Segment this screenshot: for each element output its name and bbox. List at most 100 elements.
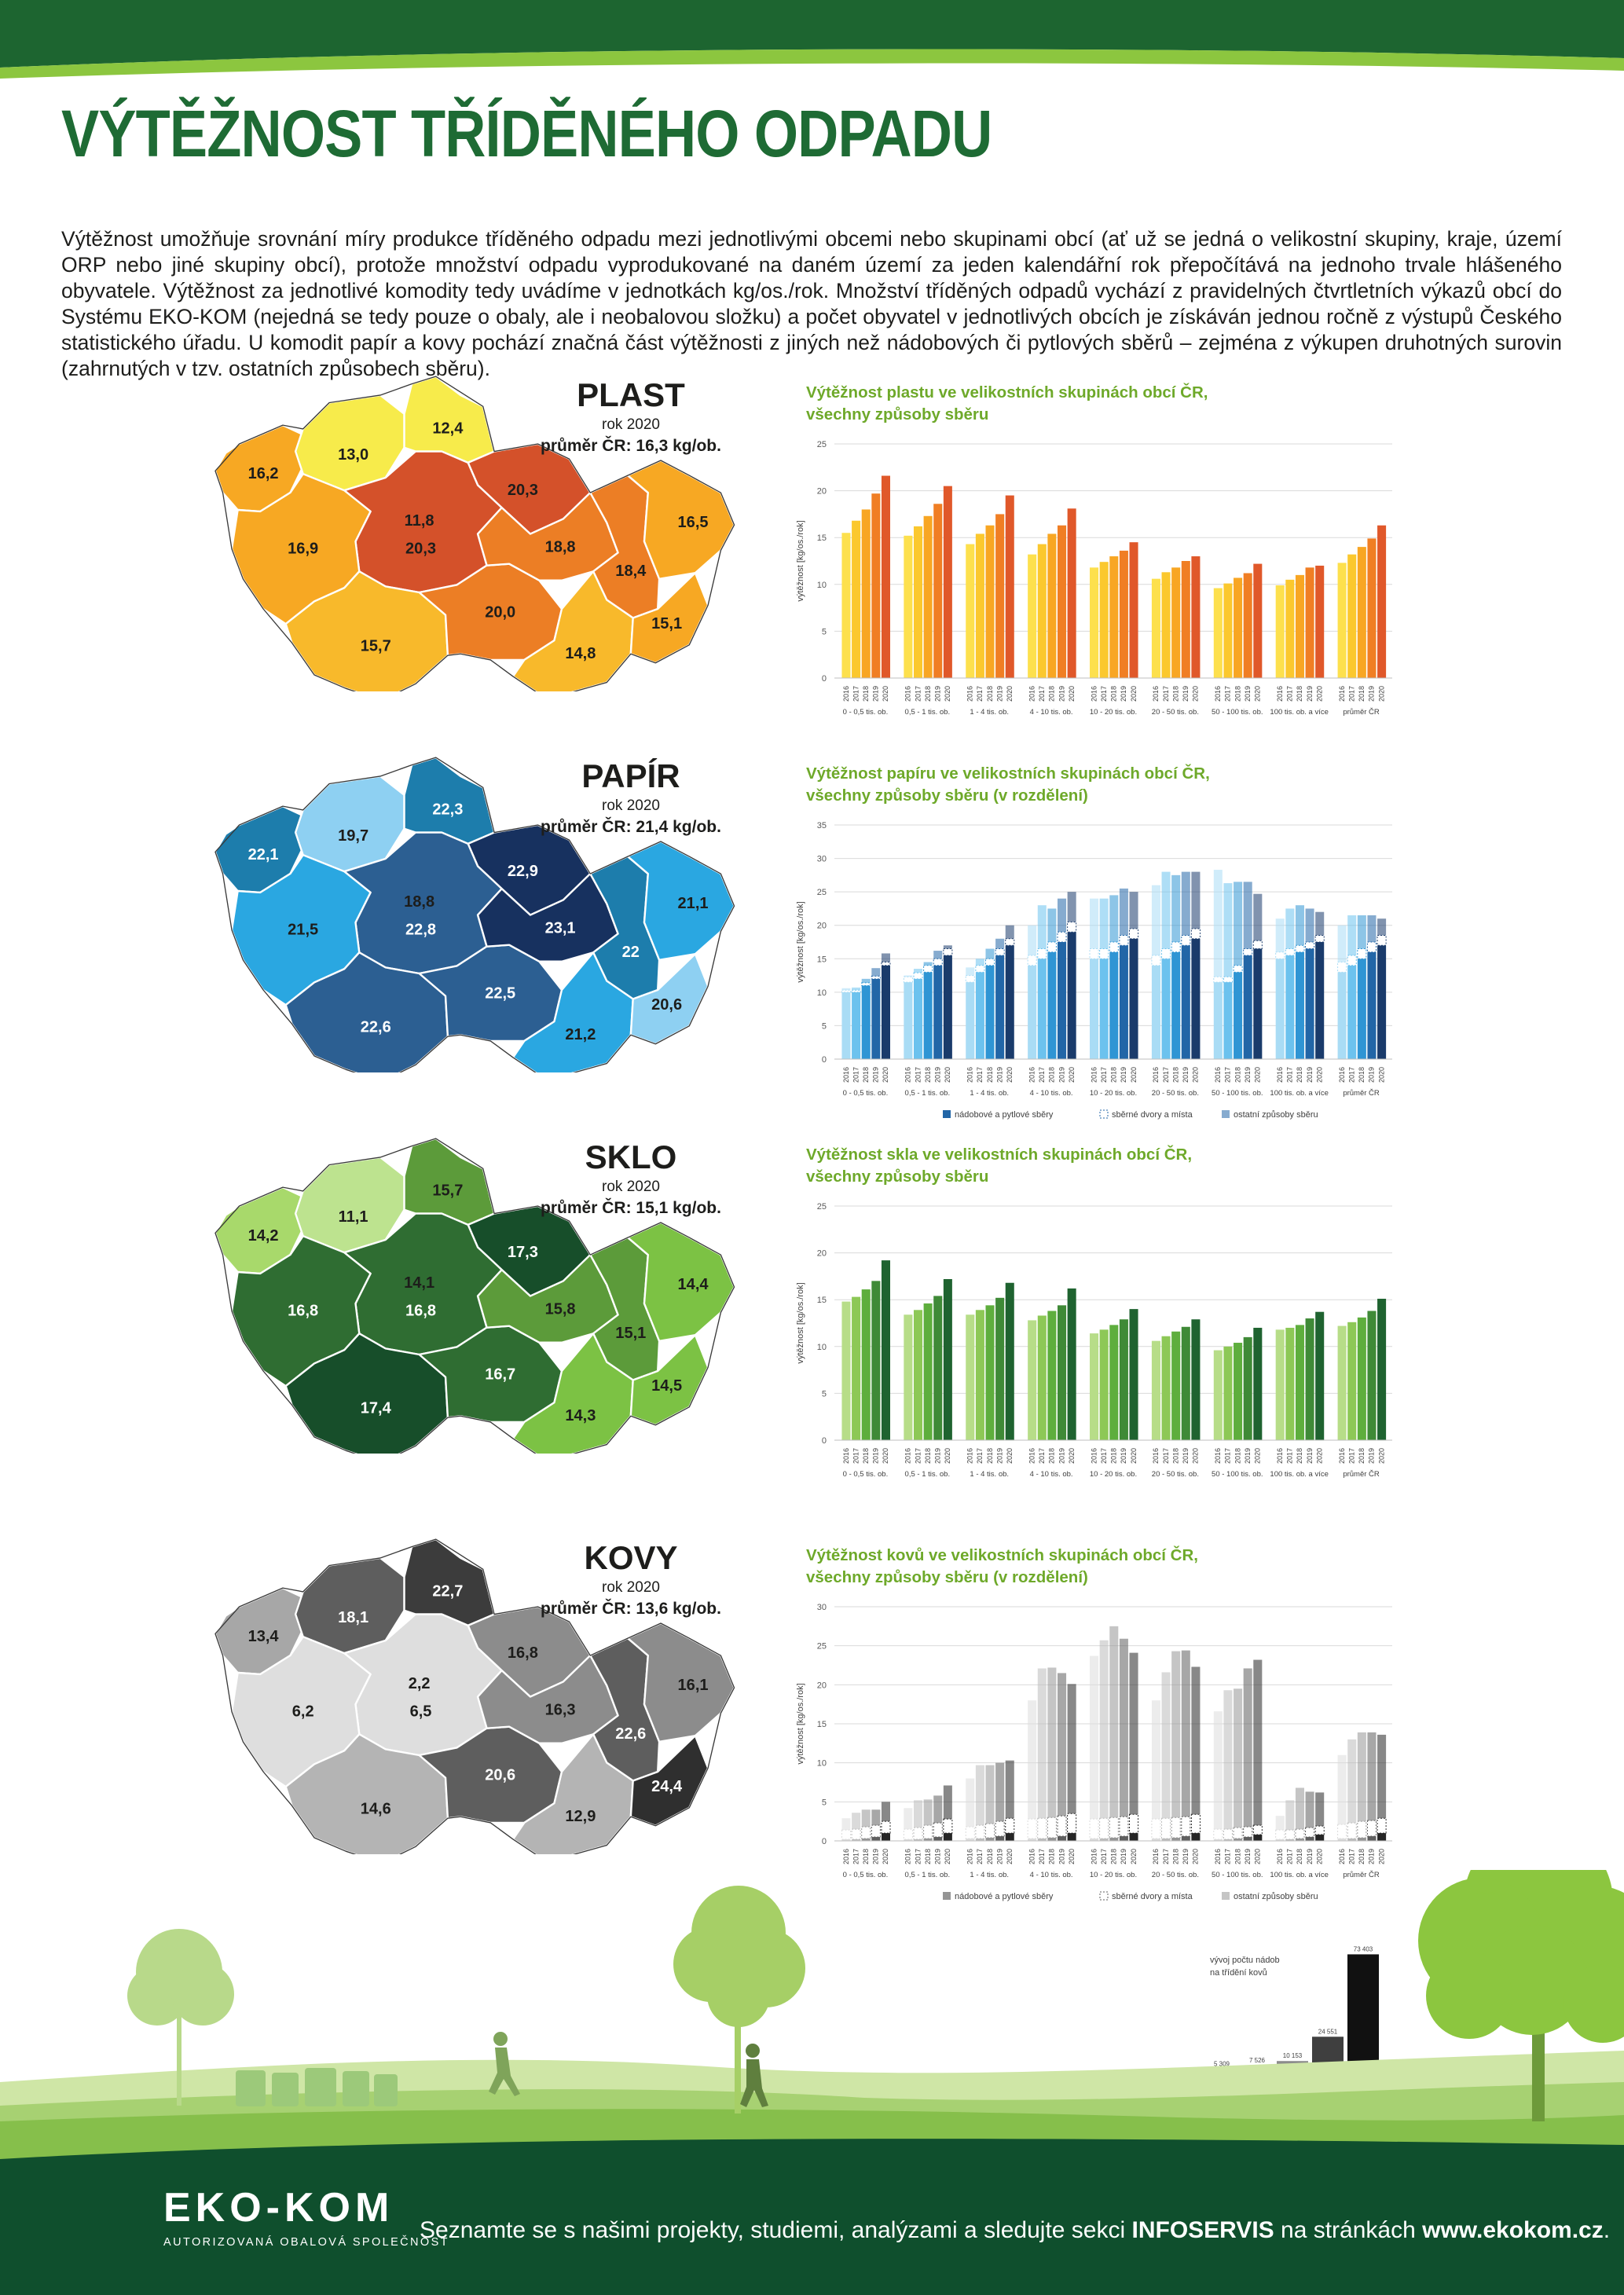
year-tick-label: 2018 <box>1110 686 1118 702</box>
footer-band <box>0 2139 1624 2295</box>
bar-segment <box>995 1820 1005 1837</box>
bar-segment <box>1367 1836 1377 1841</box>
bar-segment <box>1067 892 1076 922</box>
year-tick-label: 2018 <box>1296 1448 1303 1464</box>
region-value-zl: 14,5 <box>651 1377 682 1395</box>
bar-segment <box>1285 908 1295 949</box>
year-tick-label: 2016 <box>966 1448 974 1464</box>
bar-segment <box>1005 945 1014 1059</box>
year-tick-label: 2018 <box>1110 1849 1118 1864</box>
bar-segment <box>1275 1839 1285 1841</box>
bar-segment <box>861 1826 871 1839</box>
bar <box>995 1297 1005 1440</box>
national-average: průměr ČR: 13,6 kg/ob. <box>541 1600 721 1619</box>
year-tick-label: 2020 <box>1377 686 1385 702</box>
bar <box>966 544 975 678</box>
bar-segment <box>1181 934 1191 946</box>
bar <box>1119 550 1128 678</box>
bar-segment <box>871 1824 881 1838</box>
year-tick-label: 2019 <box>1306 686 1314 702</box>
bar-segment <box>1047 1667 1057 1818</box>
bar-segment <box>1190 1813 1201 1834</box>
year-tick-label: 2017 <box>1286 1448 1294 1464</box>
region-value-pl: 16,8 <box>288 1302 318 1319</box>
sklo-region-map: 14,2 11,1 15,7 17,3 14,1 16,8 16,8 17,4 16,7 15,8… <box>214 1137 735 1454</box>
bar-segment <box>995 1762 1005 1822</box>
bar-segment <box>923 1799 933 1826</box>
bar-segment <box>1090 898 1099 949</box>
year-tick-label: 2019 <box>1182 686 1190 702</box>
bar-segment <box>913 1827 923 1840</box>
inset-value-label: 10 153 <box>1283 2052 1303 2059</box>
bar-segment <box>985 948 995 959</box>
plast-map-title: PLAST rok 2020 průměr ČR: 16,3 kg/ob. <box>513 376 749 456</box>
region-value-ol: 22,6 <box>615 1725 646 1743</box>
bar-segment <box>1347 1822 1357 1839</box>
bar <box>1161 1336 1171 1440</box>
bar-segment <box>933 958 943 966</box>
bar-segment <box>1027 955 1037 966</box>
year-tick-label: 2017 <box>1162 686 1170 702</box>
y-tick-label: 0 <box>822 1837 827 1846</box>
bar-segment <box>1366 941 1377 953</box>
year-tick-label: 2020 <box>882 1849 889 1864</box>
y-tick-label: 25 <box>817 1642 827 1652</box>
year-tick-label: 2018 <box>862 1448 870 1464</box>
region-value-pr: 2,2 <box>409 1675 431 1692</box>
commodity-name: PAPÍR <box>581 757 680 794</box>
region-value-vy: 20,6 <box>485 1767 515 1784</box>
year-tick-label: 2020 <box>944 1849 951 1864</box>
y-tick-label: 10 <box>817 581 827 590</box>
bar <box>881 1260 890 1440</box>
bar <box>1367 1311 1377 1440</box>
bar-segment <box>985 1765 995 1824</box>
year-tick-label: 2018 <box>986 1849 994 1864</box>
bar-segment <box>1223 1839 1233 1841</box>
region-value-jm: 21,2 <box>565 1026 596 1043</box>
bar <box>1047 533 1057 678</box>
year-tick-label: 2019 <box>995 686 1003 702</box>
chart-title-line: všechny způsoby sběru (v rozdělení) <box>806 786 1088 805</box>
bar-segment <box>913 1839 923 1841</box>
y-tick-label: 5 <box>822 1798 827 1807</box>
bar-segment <box>966 1778 975 1828</box>
bar-segment <box>1191 1833 1201 1841</box>
runner-icon <box>489 2032 520 2096</box>
year-tick-label: 2019 <box>934 1849 942 1864</box>
bar-segment <box>841 1818 851 1831</box>
y-tick-label: 10 <box>817 1343 827 1352</box>
y-axis-label: výtěžnost [kg/os./rok] <box>796 1683 805 1764</box>
bar <box>852 1296 861 1440</box>
bar-segment <box>975 1765 984 1826</box>
bar-segment <box>852 1813 861 1830</box>
bar-segment <box>975 1824 985 1839</box>
year-tick-label: 2020 <box>882 1067 889 1083</box>
bar-segment <box>1099 1817 1109 1839</box>
bar-segment <box>841 988 851 991</box>
bar-segment <box>1109 941 1119 953</box>
bar-segment <box>975 972 984 1059</box>
year-tick-label: 2017 <box>1100 1067 1108 1083</box>
bar-segment <box>1377 1734 1387 1819</box>
year-tick-label: 2017 <box>914 1849 922 1864</box>
ekokom-logo[interactable]: EKO-KOM <box>163 2184 394 2231</box>
bar-segment <box>1109 1817 1119 1839</box>
page-title: VÝTĚŽNOST TŘÍDĚNÉHO ODPADU <box>61 97 992 170</box>
legend-label: ostatní způsoby sběru <box>1234 1110 1318 1120</box>
year-tick-label: 2020 <box>1130 1448 1138 1464</box>
bar-segment <box>1337 962 1347 973</box>
year-tick-label: 2016 <box>1276 1849 1284 1864</box>
year-tick-label: 2016 <box>842 1067 850 1083</box>
year-tick-label: 2016 <box>1152 686 1160 702</box>
category-label: 4 - 10 tis. ob. <box>1030 1470 1073 1479</box>
national-average: průměr ČR: 16,3 kg/ob. <box>541 437 721 456</box>
year-tick-label: 2016 <box>1028 686 1036 702</box>
footer-text-part: na stránkách <box>1274 2217 1423 2243</box>
bar-segment <box>1223 982 1233 1059</box>
region-value-ms: 16,1 <box>678 1677 709 1694</box>
ekokom-link[interactable]: www.ekokom.cz <box>1422 2217 1604 2243</box>
bar-segment <box>1357 948 1367 959</box>
bar-segment <box>965 975 975 983</box>
bar-segment <box>1037 905 1047 949</box>
year-tick-label: 2020 <box>1068 1067 1076 1083</box>
